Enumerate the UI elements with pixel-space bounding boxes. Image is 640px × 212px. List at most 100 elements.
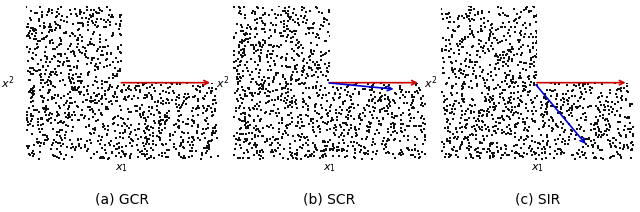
Point bbox=[593, 118, 604, 122]
Point bbox=[139, 153, 149, 156]
Point bbox=[498, 21, 508, 25]
Point bbox=[280, 29, 290, 32]
Point bbox=[442, 109, 452, 112]
Point bbox=[515, 74, 525, 77]
Point bbox=[198, 97, 208, 100]
Point bbox=[488, 125, 498, 128]
Point bbox=[298, 46, 308, 50]
Point bbox=[575, 116, 586, 120]
Point bbox=[313, 125, 323, 129]
Point bbox=[45, 70, 56, 74]
Point bbox=[52, 148, 62, 151]
Point bbox=[558, 96, 568, 99]
Point bbox=[210, 131, 220, 135]
Point bbox=[144, 142, 154, 145]
Point bbox=[498, 61, 508, 64]
Point bbox=[63, 72, 74, 75]
Point bbox=[308, 23, 318, 26]
Point bbox=[132, 85, 142, 88]
Point bbox=[565, 106, 575, 110]
Point bbox=[323, 115, 333, 118]
Point bbox=[620, 125, 630, 128]
Point bbox=[280, 106, 290, 109]
Point bbox=[417, 114, 428, 118]
Point bbox=[323, 23, 333, 26]
Point bbox=[325, 147, 335, 151]
Point bbox=[450, 108, 460, 111]
Point bbox=[336, 133, 346, 136]
Point bbox=[39, 36, 49, 40]
Point bbox=[516, 136, 526, 140]
Point bbox=[153, 99, 163, 103]
Point bbox=[570, 84, 580, 87]
Point bbox=[88, 100, 98, 103]
Point bbox=[234, 63, 244, 66]
Point bbox=[233, 138, 243, 142]
Point bbox=[602, 127, 612, 131]
Point bbox=[476, 119, 486, 123]
Point bbox=[233, 83, 243, 86]
Bar bbox=[538, 6, 634, 83]
Point bbox=[475, 111, 485, 114]
Point bbox=[46, 74, 56, 77]
Point bbox=[83, 20, 93, 24]
Point bbox=[502, 153, 512, 156]
Point bbox=[54, 130, 64, 133]
Point bbox=[104, 84, 115, 87]
Point bbox=[188, 147, 198, 150]
Point bbox=[382, 139, 392, 143]
Point bbox=[140, 148, 150, 151]
Point bbox=[556, 107, 566, 110]
Point bbox=[95, 142, 106, 145]
Point bbox=[98, 126, 108, 129]
Point bbox=[600, 118, 611, 122]
Point bbox=[105, 24, 115, 27]
Point bbox=[49, 28, 60, 32]
Point bbox=[377, 107, 387, 111]
Point bbox=[363, 125, 373, 129]
Point bbox=[278, 75, 288, 78]
Point bbox=[513, 63, 523, 67]
Point bbox=[493, 101, 504, 105]
Point bbox=[350, 147, 360, 150]
Point bbox=[556, 151, 566, 155]
Point bbox=[179, 131, 189, 135]
Point bbox=[451, 76, 461, 79]
Point bbox=[253, 54, 264, 58]
Point bbox=[444, 76, 454, 80]
Point bbox=[531, 110, 541, 113]
Point bbox=[622, 143, 632, 147]
Point bbox=[229, 134, 239, 138]
Point bbox=[108, 31, 118, 35]
Point bbox=[141, 127, 152, 130]
Point bbox=[26, 72, 36, 76]
Point bbox=[609, 155, 619, 158]
Point bbox=[312, 43, 323, 46]
Point bbox=[80, 47, 90, 50]
Point bbox=[84, 125, 94, 128]
Point bbox=[465, 59, 475, 62]
Point bbox=[348, 145, 358, 148]
Point bbox=[114, 146, 124, 149]
Point bbox=[589, 156, 600, 159]
Point bbox=[282, 134, 292, 137]
Point bbox=[609, 137, 620, 140]
Point bbox=[67, 102, 77, 105]
Point bbox=[479, 110, 489, 113]
Point bbox=[294, 45, 304, 49]
Point bbox=[291, 14, 301, 17]
Point bbox=[35, 40, 45, 43]
Point bbox=[531, 41, 541, 45]
Point bbox=[40, 55, 50, 58]
Point bbox=[561, 93, 571, 96]
Point bbox=[86, 15, 97, 19]
Point bbox=[99, 66, 109, 69]
Point bbox=[264, 37, 275, 40]
Point bbox=[530, 54, 540, 58]
Point bbox=[501, 145, 511, 148]
Point bbox=[586, 143, 596, 146]
Point bbox=[533, 127, 543, 131]
Point bbox=[271, 149, 282, 153]
Point bbox=[70, 54, 80, 58]
Point bbox=[124, 110, 134, 113]
